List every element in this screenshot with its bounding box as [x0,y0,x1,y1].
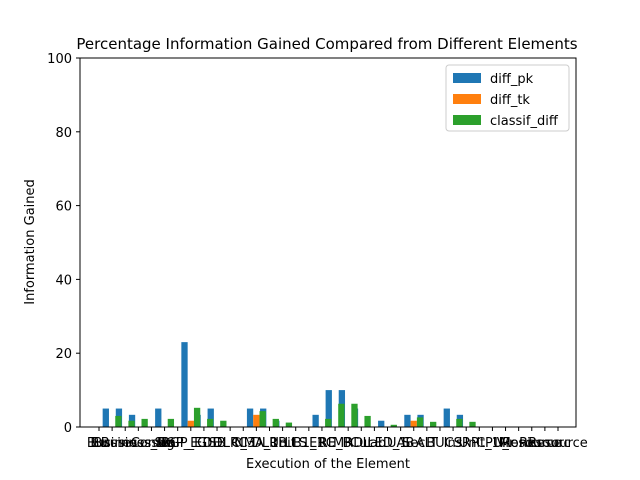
x-tick-label: Resourc [519,436,571,451]
bar-diff_tk-12 [253,414,260,427]
bar-classif_diff-25 [430,421,437,427]
bar-diff_pk-24 [404,414,411,427]
y-tick-label: 0 [64,421,72,436]
x-tick-label: CPU_ [476,436,509,451]
bar-classif_diff-17 [325,418,332,427]
x-tick-label: Bu [90,436,107,451]
x-tick-label: Resource [528,436,588,451]
x-tick-label: ALT [416,436,438,451]
x-tick-label: ERC [309,436,335,451]
x-tick-label: Sec [402,436,425,451]
x-tick-label: Gl [197,436,211,451]
x-tick-label: B1_1 [293,436,325,451]
bar-classif_diff-8 [207,418,214,427]
bar-classif_diff-19 [351,403,358,427]
bar-diff_pk-7 [181,342,188,427]
x-tick-label: BUC [426,436,454,451]
x-tick-label: DLRC [213,436,248,451]
bar-classif_diff-5 [167,418,175,427]
x-tick-label: Ins [444,436,463,451]
x-tick-label: BusinessUn [101,436,176,451]
bar-diff_tk-24 [410,420,417,427]
y-tick-label: 20 [55,347,72,362]
y-tick-label: 100 [47,52,72,67]
bar-diff_pk-22 [378,420,385,427]
bar-diff_pk-9 [207,408,214,427]
bar-diff_pk-1 [102,408,109,427]
bar-classif_diff-12 [259,411,266,427]
bar-diff_pk-27 [443,408,450,427]
legend-swatch-diff_pk [453,73,481,83]
x-tick-label: Cur [350,436,373,451]
bar-diff_pk-18 [325,390,332,427]
x-tick-label: SB [208,436,225,451]
y-tick-label: 40 [55,273,72,288]
bar-diff_pk-12 [246,408,254,427]
legend-label-diff_pk: diff_pk [490,72,534,87]
legend: diff_pk diff_tk classif_diff [445,64,570,132]
x-tick-label: Unit_1 [459,436,500,451]
bar-diff_pk-5 [155,408,162,427]
bars-group [102,342,476,427]
x-tick-label: Unit [269,436,295,451]
x-tick-label: LLS [284,436,307,451]
bar-classif_diff-22 [390,424,397,427]
bar-classif_diff-20 [364,415,371,427]
bar-diff_pk-17 [312,414,319,427]
x-tick-label: Lab [363,436,386,451]
y-axis: 0 20 40 60 80 100 [47,52,80,436]
bar-diff_tk-7 [187,420,194,427]
x-tick-label: RE_B [319,436,352,451]
y-tick-label: 80 [55,126,72,141]
legend-swatch-classif_diff [453,115,481,125]
x-tick-label: BGP_EDE [161,436,221,451]
x-tick-label: NMA_1 [234,436,279,451]
x-tick-label: LED_1 [367,436,407,451]
bar-classif_diff-2 [128,420,135,427]
x-tick-label: Conne [131,436,173,451]
y-axis-label: Information Gained [23,179,38,305]
bar-classif_diff-18 [338,403,345,427]
y-tick-label: 60 [55,200,72,215]
bar-classif_diff-1 [115,415,122,427]
bar-classif_diff-7 [193,407,201,427]
legend-label-classif_diff: classif_diff [490,114,559,129]
bar-classif_diff-14 [285,422,293,427]
x-axis-label: Execution of the Element [246,457,410,472]
bar-classif_diff-3 [141,418,148,427]
legend-label-diff_tk: diff_tk [490,93,530,108]
x-tick-label: Sig [155,436,175,451]
x-tick-label: Monic [500,436,538,451]
x-tick-label: Busines [87,436,138,451]
bar-classif_diff-24 [416,417,424,427]
x-tick-label: UAB [387,436,414,451]
x-tick-label: BGP_E [157,436,198,451]
x-tick-label: Business_ [93,436,157,451]
bar-classif_diff-27 [456,418,463,427]
bar-classif_diff-13 [272,418,279,427]
chart-title: Percentage Information Gained Compared f… [76,35,577,53]
x-tick-label: Vir [497,436,515,451]
x-tick-label: MRD [333,436,363,451]
x-tick-label: Resource [502,436,562,451]
bar-classif_diff-9 [220,420,227,427]
x-tick-label: C_3 [231,436,255,451]
x-tick-label: DLRB [252,436,287,451]
bar-classif_diff-28 [469,421,476,427]
x-axis: BuBusinesBusiness_BusinessUnConneSigBGP_… [87,427,588,451]
x-tick-label: SRP [454,436,479,451]
legend-swatch-diff_tk [453,94,481,104]
plot-frame [79,57,577,428]
